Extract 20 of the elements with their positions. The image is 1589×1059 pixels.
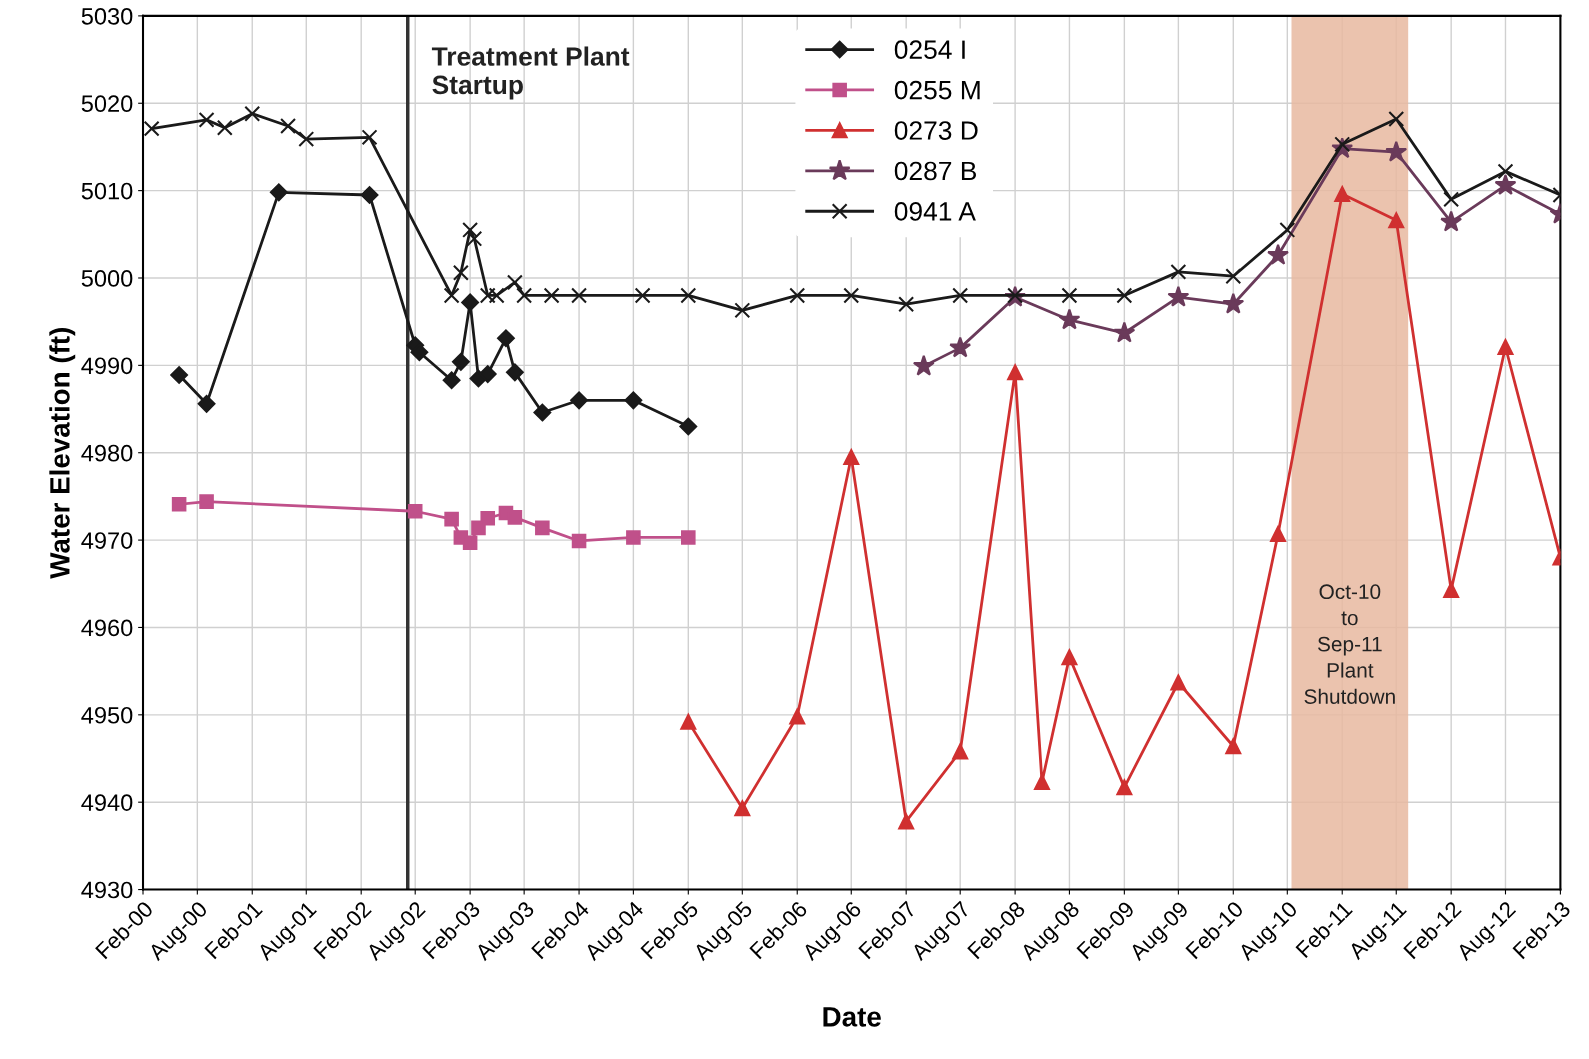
legend-label: 0273 D (894, 121, 978, 140)
y-axis-title: Water Elevation (ft) (49, 328, 76, 579)
y-tick-label: 5020 (81, 95, 133, 113)
legend-label: 0255 M (894, 80, 980, 100)
y-tick-label: 4980 (81, 444, 133, 462)
y-tick-label: 4970 (81, 532, 133, 549)
legend-label: 0287 B (894, 161, 977, 181)
band-label: Oct-10 to Sep-11 Plant Shutdown (1304, 584, 1395, 704)
y-tick-label: 5030 (81, 7, 133, 25)
y-tick-label: 4950 (81, 706, 133, 724)
y-tick-label: 4960 (81, 619, 133, 637)
y-tick-label: 5000 (81, 270, 133, 287)
x-axis-title: Date (823, 1007, 881, 1027)
ref-line-label: Treatment Plant Startup (431, 46, 630, 100)
y-tick-label: 5010 (81, 182, 133, 200)
y-tick-label: 4990 (81, 357, 133, 375)
y-tick-label: 4930 (81, 881, 133, 899)
y-tick-label: 4940 (81, 794, 133, 811)
legend-label: 0941 A (894, 202, 976, 221)
legend-label: 0254 I (894, 40, 965, 60)
